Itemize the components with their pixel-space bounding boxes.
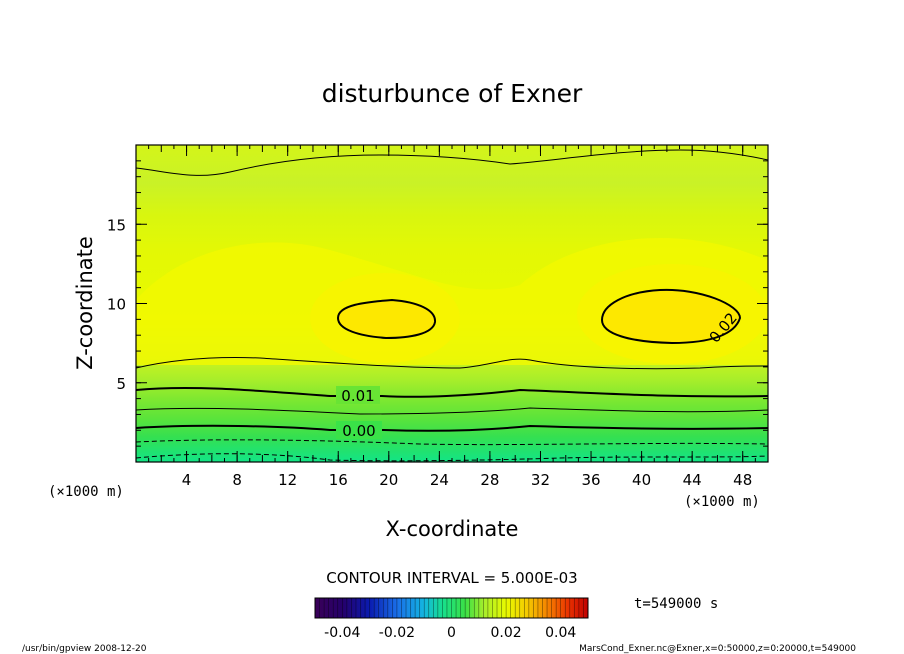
contour-interval-text: CONTOUR INTERVAL = 5.000E-03 bbox=[326, 569, 577, 587]
contour-label-0.01: 0.01 bbox=[341, 387, 374, 405]
y-tick-label: 15 bbox=[107, 216, 126, 234]
contour-line-top bbox=[136, 149, 768, 176]
x-axis: 4 8 12 16 20 24 28 32 36 40 44 48 bbox=[148, 145, 756, 489]
footer-left: /usr/bin/gpview 2008-12-20 bbox=[22, 644, 147, 654]
contour-label-0.00: 0.00 bbox=[342, 422, 375, 440]
colorbar-ticks: -0.04 -0.02 0 0.02 0.04 bbox=[324, 625, 576, 641]
x-tick-label: 8 bbox=[232, 471, 242, 489]
chart-title: disturbunce of Exner bbox=[322, 79, 583, 108]
x-tick-label: 44 bbox=[683, 471, 702, 489]
x-axis-label: X-coordinate bbox=[386, 517, 519, 541]
y-tick-label: 5 bbox=[116, 375, 126, 393]
contour-line-0.02-right bbox=[600, 288, 742, 345]
x-tick-label: 4 bbox=[182, 471, 192, 489]
colorbar-tick-label: 0 bbox=[447, 625, 456, 641]
x-tick-label: 20 bbox=[379, 471, 398, 489]
x-tick-label: 36 bbox=[581, 471, 600, 489]
x-tick-label: 28 bbox=[480, 471, 499, 489]
x-unit-right: (×1000 m) bbox=[684, 494, 760, 510]
time-label: t=549000 s bbox=[634, 596, 718, 612]
contour-line-0.02-left bbox=[336, 298, 436, 340]
contour-line-neg-b bbox=[136, 453, 768, 462]
x-tick-label: 24 bbox=[430, 471, 449, 489]
y-axis: 5 10 15 bbox=[107, 160, 768, 447]
contour-label-bg-0.00 bbox=[336, 421, 382, 439]
colorbar-stripes bbox=[319, 598, 584, 618]
contour-line-neg-a bbox=[136, 439, 768, 446]
contour-line-0.01 bbox=[136, 386, 768, 398]
colorbar-tick-label: -0.04 bbox=[324, 625, 360, 641]
x-tick-label: 12 bbox=[278, 471, 297, 489]
x-unit-left: (×1000 m) bbox=[48, 484, 124, 500]
plot-area bbox=[136, 145, 768, 462]
contour-line-0.00 bbox=[136, 424, 768, 432]
max-core-right bbox=[602, 289, 740, 343]
footer-right: MarsCond_Exner.nc@Exner,x=0:50000,z=0:20… bbox=[579, 644, 856, 654]
colorbar-tick-label: 0.04 bbox=[545, 625, 576, 641]
contour-label-bg-0.01 bbox=[336, 386, 380, 404]
x-tick-label: 16 bbox=[329, 471, 348, 489]
colorbar-tick-label: 0.02 bbox=[491, 625, 522, 641]
contour-line-0.015 bbox=[136, 356, 768, 370]
max-core-left bbox=[338, 300, 436, 338]
y-tick-label: 10 bbox=[107, 296, 126, 314]
x-tick-label: 48 bbox=[733, 471, 752, 489]
x-tick-label: 40 bbox=[632, 471, 651, 489]
y-axis-label: Z-coordinate bbox=[73, 236, 97, 370]
colorbar-tick-label: -0.02 bbox=[379, 625, 415, 641]
contour-line-0.005 bbox=[136, 407, 768, 415]
x-tick-label: 32 bbox=[531, 471, 550, 489]
